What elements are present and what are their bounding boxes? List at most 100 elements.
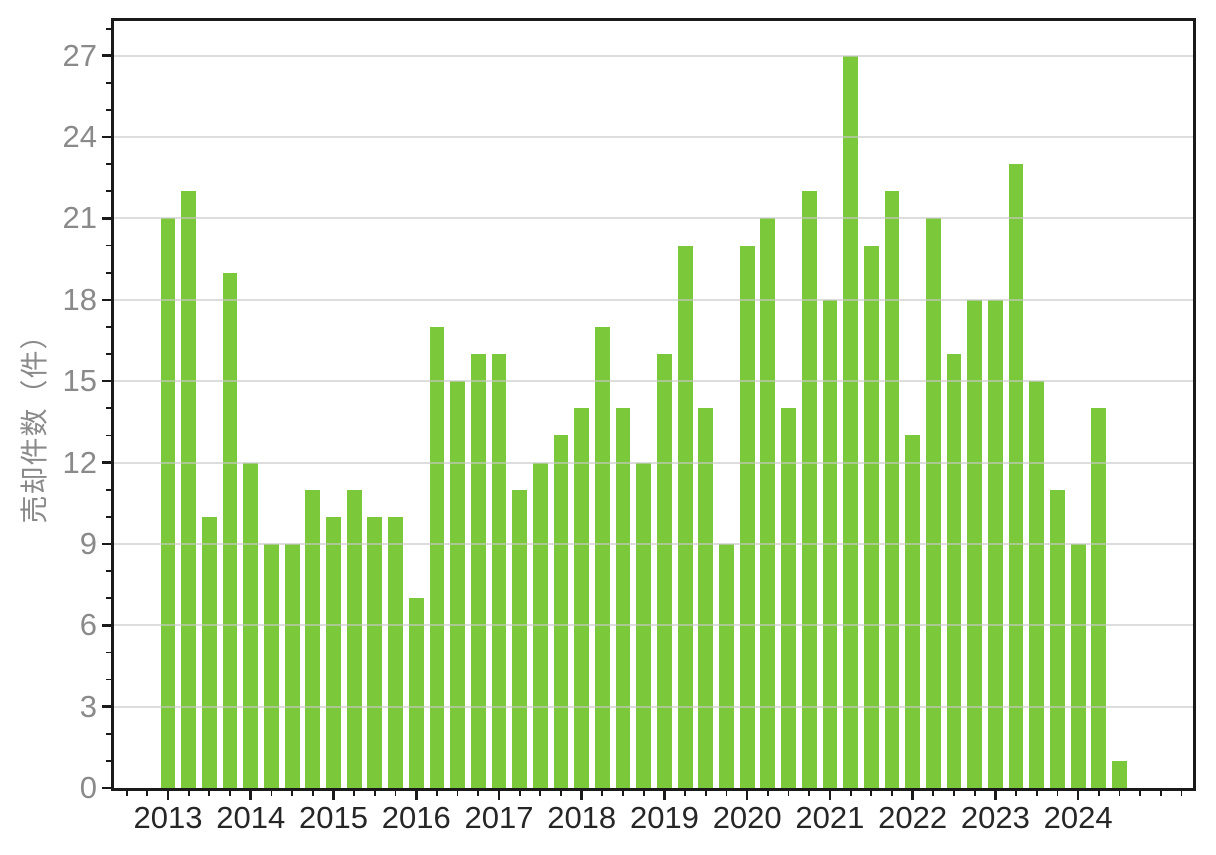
- plot-area: [111, 18, 1196, 791]
- x-tick-label: 2019: [629, 800, 699, 835]
- bar: [781, 408, 796, 788]
- y-minor-tick: [106, 353, 111, 355]
- x-minor-tick: [311, 791, 314, 796]
- x-tick-label: 2020: [712, 800, 782, 835]
- x-minor-tick: [291, 791, 293, 796]
- x-tick-label: 2021: [795, 800, 865, 835]
- x-minor-tick: [539, 791, 542, 796]
- bar: [470, 354, 486, 788]
- x-minor-tick: [766, 791, 769, 796]
- bar: [346, 489, 362, 788]
- x-tick-label: 2024: [1043, 800, 1113, 835]
- x-minor-tick: [270, 791, 273, 796]
- y-major-tick: [102, 217, 111, 220]
- x-minor-tick: [849, 791, 852, 796]
- x-major-tick: [166, 791, 170, 800]
- bar: [1112, 760, 1127, 788]
- x-minor-tick: [125, 791, 128, 796]
- y-tick-label: 12: [62, 444, 97, 480]
- x-tick-label: 2013: [133, 800, 203, 835]
- x-minor-tick: [870, 791, 873, 796]
- x-minor-tick: [787, 791, 790, 796]
- y-minor-tick: [106, 515, 111, 518]
- y-tick-label: 0: [79, 770, 97, 805]
- bar: [967, 299, 983, 788]
- x-minor-tick: [1035, 791, 1038, 796]
- x-minor-tick: [436, 791, 438, 796]
- x-minor-tick: [146, 791, 149, 796]
- x-minor-tick: [187, 791, 190, 796]
- bar: [760, 218, 776, 788]
- y-major-tick: [102, 461, 111, 464]
- x-minor-tick: [1015, 791, 1017, 796]
- x-minor-tick: [208, 791, 211, 796]
- x-major-tick: [249, 791, 253, 800]
- x-minor-tick: [704, 791, 707, 796]
- x-minor-tick: [808, 791, 811, 796]
- y-tick-label: 3: [79, 688, 97, 724]
- x-major-tick: [414, 791, 418, 800]
- x-major-tick: [497, 791, 501, 800]
- y-minor-tick: [106, 597, 111, 600]
- bar: [739, 245, 755, 788]
- bar: [367, 516, 383, 788]
- bar: [925, 218, 941, 788]
- x-minor-tick: [1159, 791, 1162, 796]
- x-minor-tick: [973, 791, 976, 796]
- bars-layer: [114, 21, 1193, 788]
- y-tick-label: 24: [62, 119, 97, 155]
- y-axis-title: 売却件数（件）: [19, 320, 50, 524]
- bar: [946, 354, 962, 788]
- y-minor-tick: [106, 488, 111, 491]
- bar: [1050, 489, 1065, 788]
- y-major-tick: [102, 623, 111, 627]
- y-minor-tick: [106, 271, 111, 274]
- x-minor-tick: [1056, 791, 1059, 796]
- y-minor-tick: [106, 732, 111, 735]
- bar: [1008, 164, 1024, 788]
- bar: [988, 299, 1003, 788]
- bar: [408, 598, 424, 788]
- bar: [1070, 543, 1086, 788]
- y-major-tick: [102, 298, 111, 302]
- bar: [594, 326, 610, 788]
- bar: [512, 489, 528, 788]
- x-tick-label: 2016: [381, 800, 451, 835]
- x-tick-label: 2023: [960, 800, 1030, 835]
- x-tick-label: 2014: [216, 800, 286, 835]
- y-minor-tick: [106, 244, 111, 247]
- y-tick-label: 9: [79, 525, 97, 561]
- x-tick-label: 2015: [298, 800, 368, 835]
- y-major-tick: [102, 379, 111, 383]
- y-minor-tick: [106, 434, 111, 437]
- y-major-tick: [102, 786, 111, 790]
- x-minor-tick: [622, 791, 624, 796]
- bar: [201, 516, 217, 788]
- x-tick-label: 2018: [547, 800, 617, 835]
- y-major-tick: [102, 542, 111, 546]
- x-major-tick: [580, 791, 583, 800]
- y-tick-label: 21: [62, 200, 97, 236]
- bar: [388, 516, 403, 788]
- bar: [719, 543, 734, 788]
- bar: [677, 245, 693, 788]
- x-minor-tick: [353, 791, 356, 796]
- x-minor-tick: [642, 791, 645, 796]
- bar: [284, 543, 300, 788]
- bar: [843, 55, 858, 788]
- bar: [305, 489, 321, 788]
- x-tick-label: 2022: [878, 800, 948, 835]
- bar: [160, 218, 176, 788]
- y-major-tick: [102, 135, 111, 139]
- bar: [657, 354, 672, 788]
- bar: [863, 245, 879, 788]
- x-minor-tick: [1097, 791, 1100, 796]
- bar: [574, 408, 590, 788]
- x-minor-tick: [1118, 791, 1121, 796]
- x-minor-tick: [373, 791, 376, 796]
- x-minor-tick: [684, 791, 687, 796]
- x-minor-tick: [932, 791, 935, 796]
- y-tick-label: 18: [62, 281, 97, 317]
- y-tick-label: 15: [62, 363, 97, 399]
- x-minor-tick: [953, 791, 955, 796]
